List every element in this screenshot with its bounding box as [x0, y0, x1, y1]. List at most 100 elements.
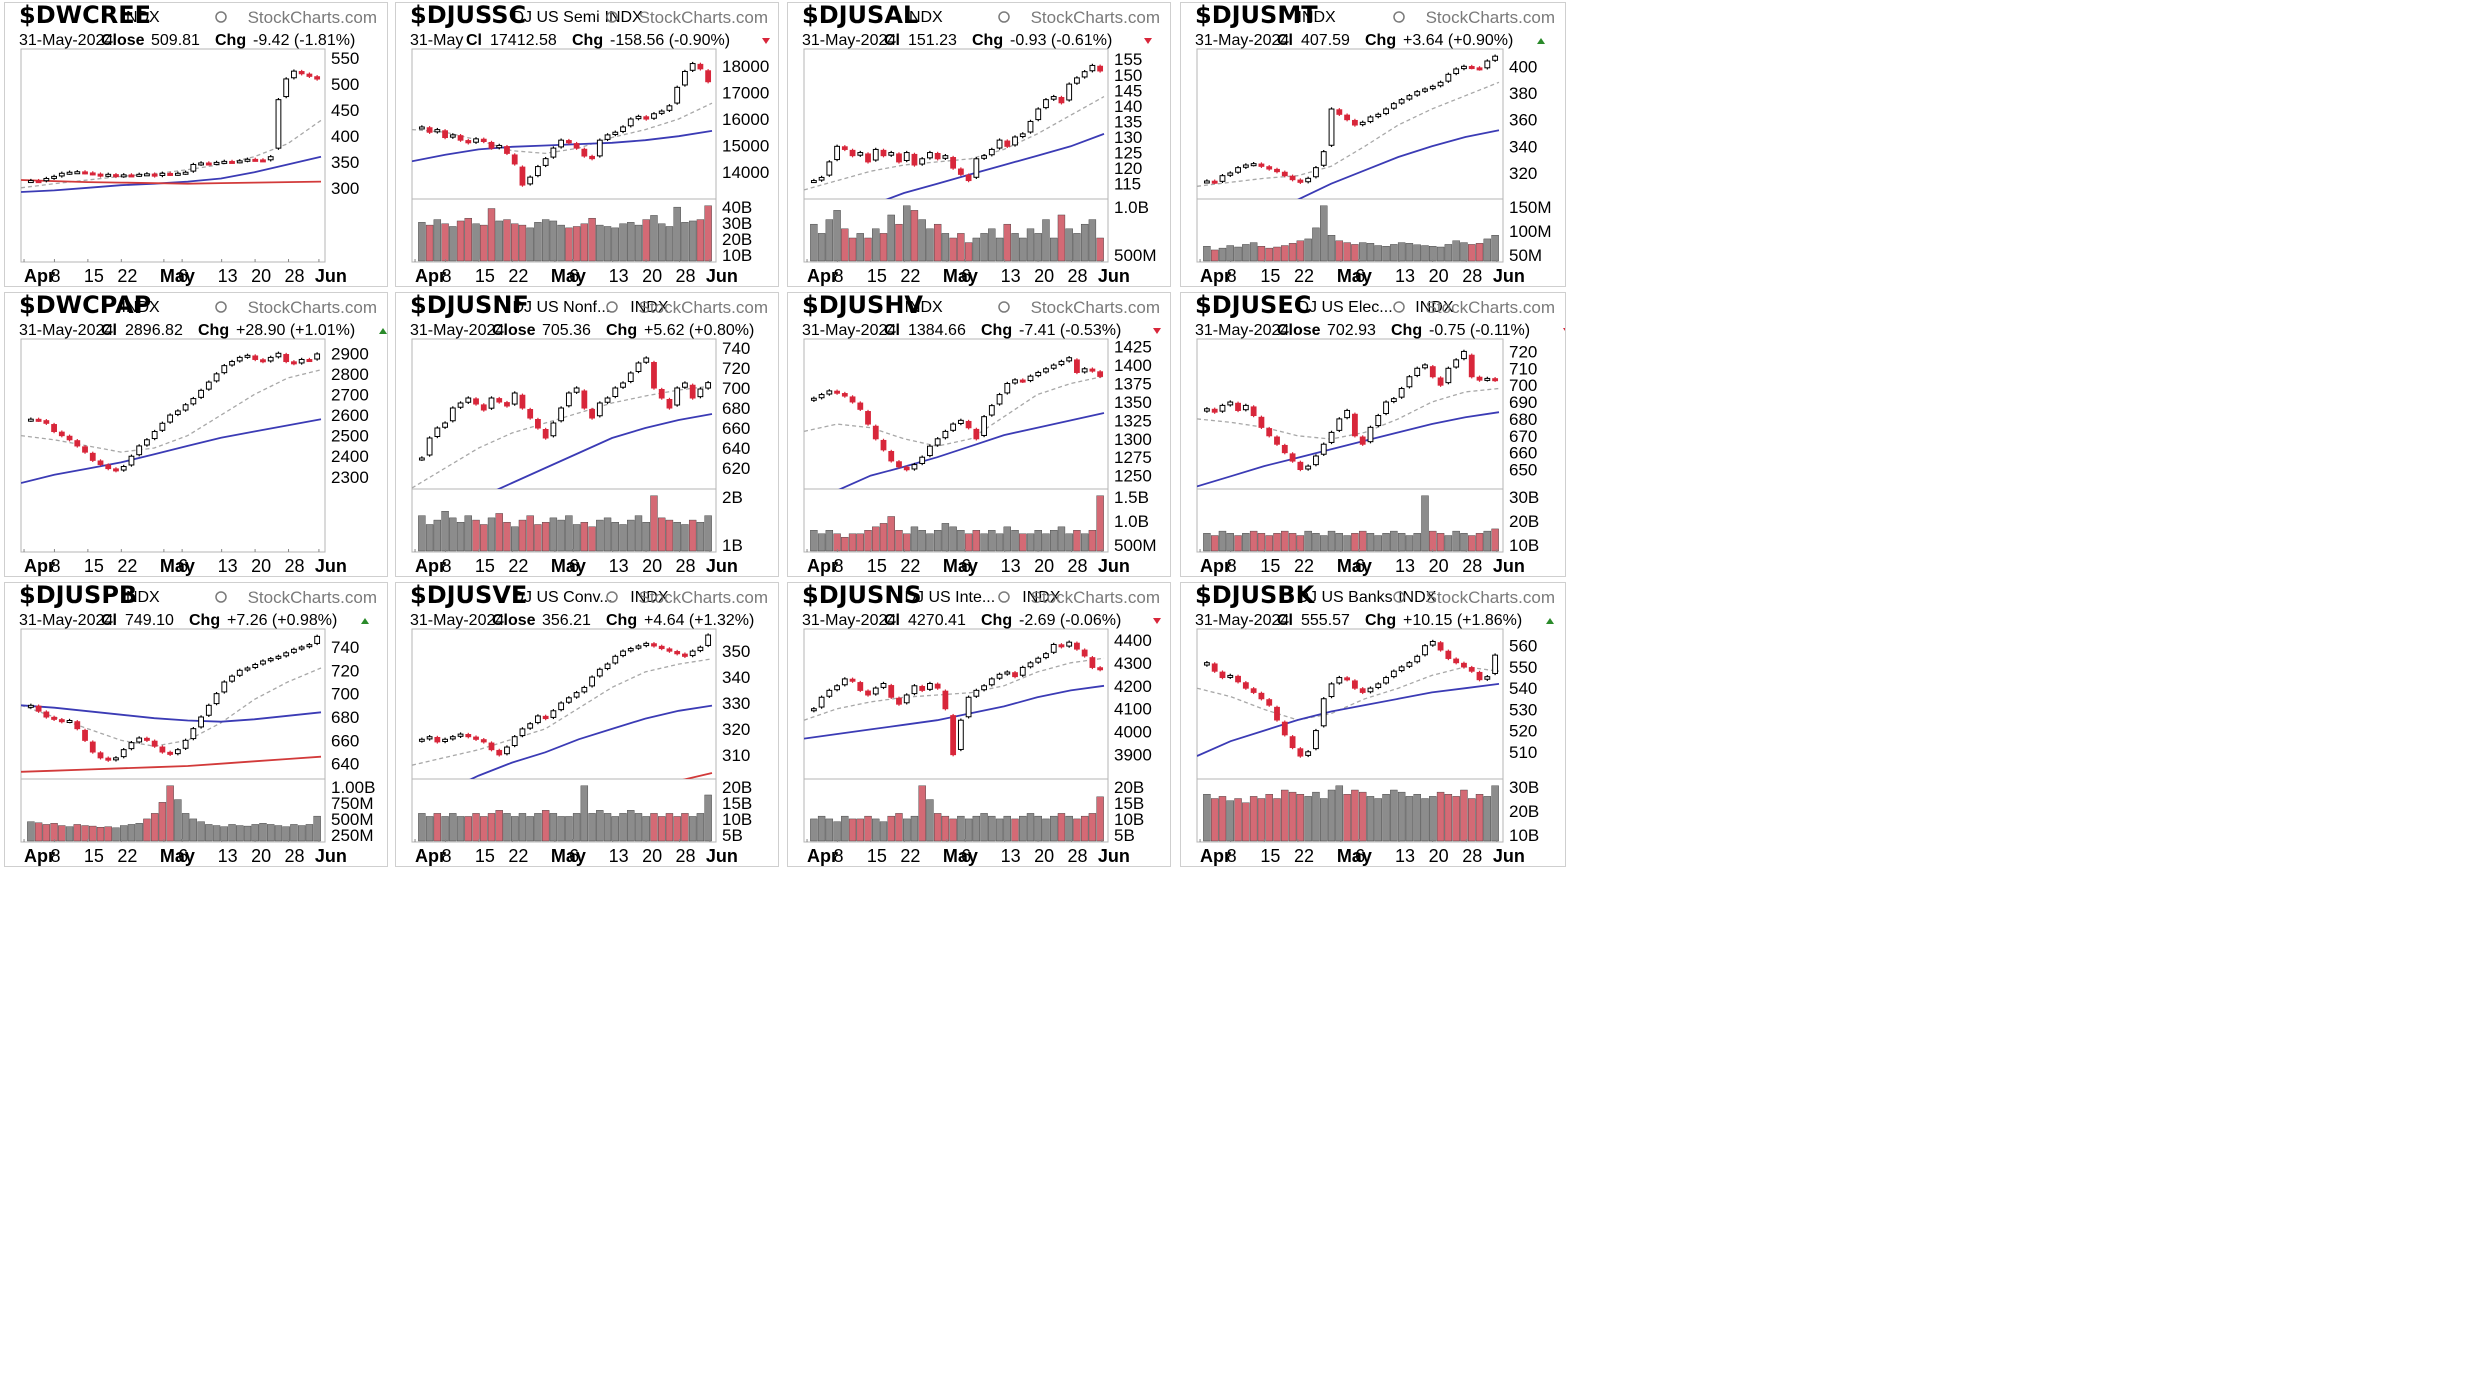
volume-tick-label: 10B: [1509, 826, 1539, 845]
volume-bar: [1042, 818, 1050, 842]
chart-exchange: INDX: [1298, 9, 1337, 26]
candle: [488, 141, 495, 149]
volume-bar: [988, 815, 996, 842]
x-tick-label: May: [160, 556, 195, 576]
x-tick-label: 8: [833, 266, 843, 286]
x-tick-label: 13: [609, 846, 629, 866]
x-tick-label: 22: [1294, 266, 1314, 286]
volume-bar: [634, 224, 643, 262]
candle: [1375, 683, 1382, 689]
volume-bar: [1320, 205, 1328, 262]
volume-bar: [534, 222, 542, 262]
chart-panel-dwcpap[interactable]: $DWCPAP INDX StockCharts.com 31-May-2024 Cl 2…: [4, 292, 388, 577]
volume-bar: [58, 825, 66, 842]
x-tick-label: 28: [1462, 266, 1482, 286]
volume-bar: [526, 816, 534, 842]
chart-panel-djussc[interactable]: $DJUSSC DJ US Semi INDX StockCharts.com 31-M…: [395, 2, 779, 287]
chart-panel-djusec[interactable]: $DJUSEC DJ US Elec... INDX StockCharts.com 3…: [1180, 292, 1566, 577]
candle: [849, 678, 856, 682]
chart-date: 31-May-2024: [802, 32, 896, 49]
chart-panel-dwcree[interactable]: $DWCREE INDX StockCharts.com 31-May-2024 Clo…: [4, 2, 388, 287]
candle: [298, 646, 305, 650]
x-tick-label: 20: [642, 846, 662, 866]
down-arrow-icon: [762, 38, 770, 44]
volume-bar: [495, 513, 503, 552]
candle: [136, 445, 143, 456]
candle: [190, 163, 197, 172]
candle: [841, 146, 848, 150]
candle: [418, 126, 425, 130]
volume-bar: [557, 816, 565, 842]
volume-bar: [926, 533, 934, 552]
candle: [82, 729, 88, 741]
volume-tick-label: 1.0B: [1114, 512, 1149, 531]
chart-panel-djusmt[interactable]: $DJUSMT INDX StockCharts.com 31-May-2024 Cl 4…: [1180, 2, 1566, 287]
volume-bar: [441, 816, 449, 842]
candle: [511, 154, 518, 165]
candle: [128, 742, 135, 750]
x-tick-label: 28: [285, 556, 305, 576]
brand-icon: [606, 591, 618, 603]
volume-tick-label: 20B: [1114, 778, 1144, 797]
price-tick-label: 560: [1509, 637, 1537, 656]
candle: [1281, 171, 1288, 177]
chart-panel-djusns[interactable]: $DJUSNS DJ US Inte... INDX StockCharts.com 3…: [787, 582, 1171, 867]
volume-bar: [1304, 530, 1312, 552]
candle: [496, 398, 503, 403]
candle: [604, 134, 611, 140]
x-tick-label: May: [943, 266, 978, 286]
volume-bar: [1413, 794, 1421, 842]
candle: [205, 704, 212, 716]
price-tick-label: 115: [1114, 175, 1141, 194]
chart-date: 31-May-2024: [1195, 32, 1289, 49]
candle: [1328, 683, 1335, 698]
candle: [504, 402, 510, 407]
x-tick-label: Jun: [315, 266, 347, 286]
candle: [1414, 91, 1421, 96]
candle: [1266, 699, 1273, 706]
volume-bar: [1226, 245, 1234, 262]
x-tick-label: 13: [1001, 846, 1021, 866]
chart-panel-djusal[interactable]: $DJUSAL INDX StockCharts.com 31-May-2024 Cl 1…: [787, 2, 1171, 287]
volume-bar: [456, 522, 465, 552]
chart-exchange: INDX: [630, 299, 669, 316]
chart-panel-djusnf[interactable]: $DJUSNF DJ US Nonf... INDX StockCharts.com 3…: [395, 292, 779, 577]
candle: [596, 668, 603, 677]
candle: [934, 683, 941, 689]
volume-bar: [1210, 535, 1219, 552]
x-tick-label: 20: [1034, 266, 1054, 286]
volume-bar: [541, 810, 550, 842]
chart-panel-djusbk[interactable]: $DJUSBK DJ US Banks INDX StockCharts.com 31-…: [1180, 582, 1566, 867]
candle: [1203, 180, 1210, 184]
candle: [43, 420, 50, 424]
candle: [1344, 409, 1351, 419]
volume-bar: [27, 821, 35, 842]
candle: [1390, 398, 1397, 403]
candle: [89, 741, 96, 753]
volume-bar: [1374, 245, 1382, 262]
candle: [198, 162, 204, 166]
volume-bar: [1351, 533, 1359, 552]
chart-symbol: $DJUSNS: [802, 583, 922, 609]
chart-symbol: $DJUSEC: [1195, 293, 1311, 319]
volume-bar: [518, 519, 527, 552]
chart-panel-djushv[interactable]: $DJUSHV INDX StockCharts.com 31-May-2024 Cl 1…: [787, 292, 1171, 577]
candle: [1437, 377, 1444, 386]
chart-panel-djuspb[interactable]: $DJUSPB INDX StockCharts.com 31-May-2024 Cl 7…: [4, 582, 388, 867]
chart-panel-djusve[interactable]: $DJUSVE DJ US Conv... INDX StockCharts.com 3…: [395, 582, 779, 867]
volume-bar: [1026, 533, 1035, 552]
candle: [911, 685, 918, 695]
x-tick-label: 8: [1227, 556, 1237, 576]
volume-bar: [856, 818, 864, 842]
volume-bar: [1034, 233, 1042, 262]
candle: [1035, 371, 1042, 377]
candle: [167, 172, 174, 176]
volume-bar: [1296, 794, 1305, 842]
price-tick-label: 500: [331, 75, 359, 94]
volume-bar: [810, 223, 818, 262]
candle: [1305, 751, 1312, 756]
price-tick-label: 400: [331, 127, 359, 146]
candle: [1484, 676, 1491, 680]
candle: [950, 423, 957, 431]
